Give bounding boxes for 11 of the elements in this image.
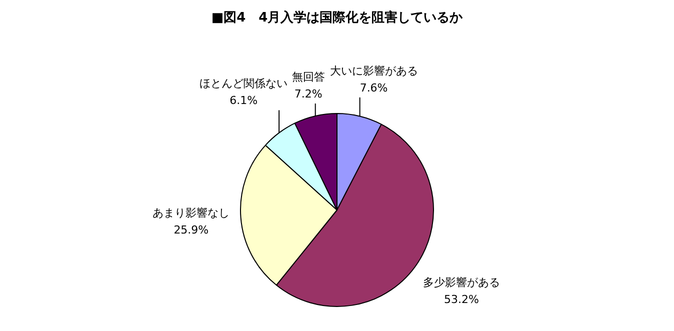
slice-label: あまり影響なし	[152, 206, 230, 220]
chart-title: ■図4 4月入学は国際化を阻害しているか	[211, 9, 464, 26]
data-label: 53.2%	[444, 293, 479, 306]
data-label: 25.9%	[174, 223, 209, 236]
slice-label: ほとんど関係ない	[200, 77, 288, 90]
data-label: 7.6%	[360, 81, 388, 94]
slice-label: 大いに影響がある	[330, 64, 418, 78]
data-label: 6.1%	[230, 94, 258, 108]
data-label: 7.2%	[294, 87, 322, 100]
slice-label: 多少影響がある	[422, 276, 500, 290]
slice-label: 無回答	[292, 70, 325, 84]
